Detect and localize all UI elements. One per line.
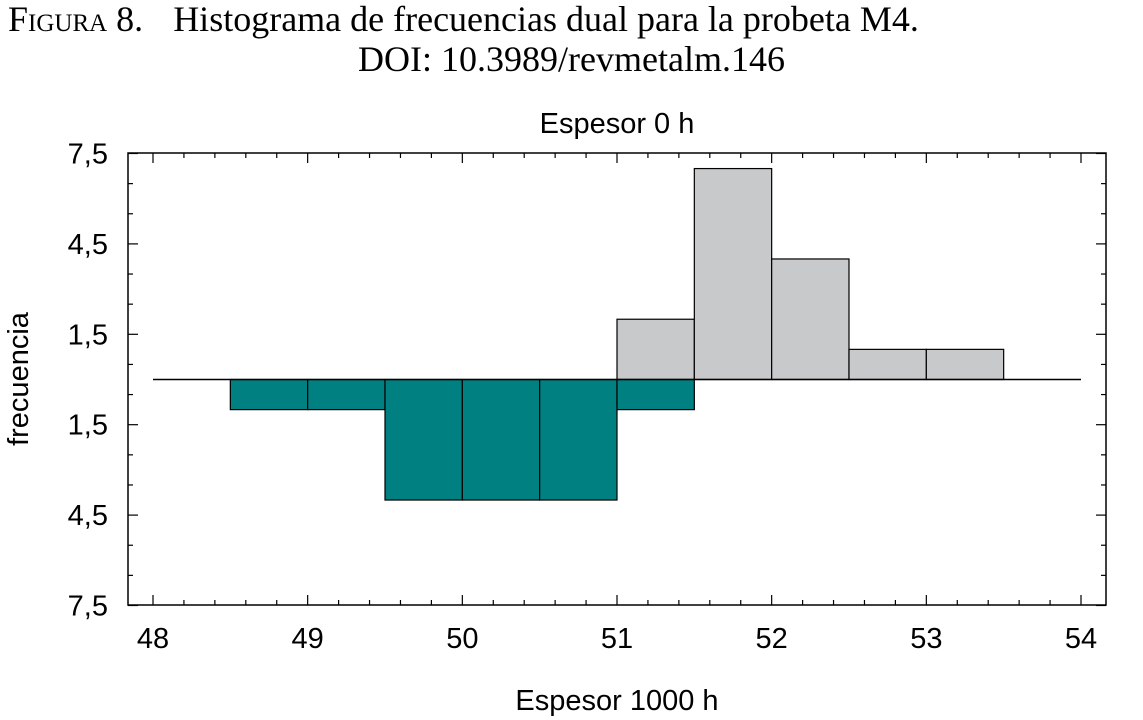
x-tick-label: 54 [1065,623,1097,655]
y-tick-label: 4,5 [68,229,108,261]
bar-lower [384,378,463,501]
top-series-label: Espesor 0 h [540,108,695,140]
bar-upper [848,348,927,381]
x-tick-label: 50 [446,623,478,655]
y-axis-label: frecuencia [3,311,35,446]
x-tick-label: 48 [137,623,169,655]
x-tick-label: 51 [601,623,633,655]
bar-lower [616,378,695,411]
y-tick-label: 1,5 [68,319,108,351]
y-tick-label: 1,5 [68,410,108,442]
x-axis-label: Espesor 1000 h [515,685,718,717]
x-tick-label: 49 [292,623,324,655]
y-tick-label: 7,5 [68,139,108,171]
bar-upper [616,318,695,381]
bar-lower [461,378,541,501]
bar-upper [693,167,773,381]
bar-upper [771,258,850,381]
y-tick-label: 4,5 [68,500,108,532]
caption-doi: DOI: 10.3989/revmetalm.146 [358,39,785,79]
bar-lower [229,378,309,411]
x-tick-labels: 48 49 50 51 52 53 54 [137,623,1097,655]
y-tick-labels: 7,5 4,5 1,5 1,5 4,5 7,5 [68,139,108,623]
bars-layer [229,167,1005,501]
figure-label: Figura 8. [8,0,144,39]
caption-line-1: Figura 8. Histograma de frecuencias dual … [8,0,919,39]
bar-lower [539,378,618,501]
bar-lower [307,378,386,411]
ticks-layer [128,152,1106,607]
bar-upper [925,348,1005,381]
x-tick-label: 53 [910,623,942,655]
y-tick-label: 7,5 [68,591,108,623]
x-tick-label: 52 [756,623,788,655]
caption-text: Histograma de frecuencias dual para la p… [173,0,919,39]
